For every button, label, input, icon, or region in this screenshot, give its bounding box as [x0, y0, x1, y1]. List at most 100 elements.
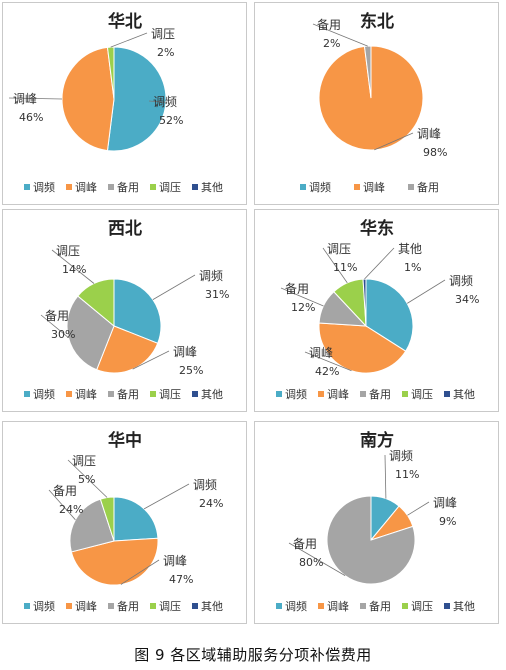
- slice-label: 调频: [389, 449, 413, 463]
- legend-label: 备用: [117, 387, 139, 401]
- slice-label: 备用: [45, 309, 69, 323]
- chart-title: 西北: [108, 219, 142, 239]
- legend-label: 调峰: [363, 181, 385, 194]
- slice-percent: 25%: [179, 364, 203, 377]
- slice-label: 调频: [449, 274, 473, 288]
- legend-label: 调频: [285, 387, 307, 401]
- leader-line: [406, 279, 446, 304]
- legend-swatch: [360, 603, 366, 609]
- chart-title: 华中: [108, 430, 142, 451]
- slice-label: 备用: [53, 484, 77, 498]
- leader-line: [280, 287, 324, 307]
- slice-percent: 2%: [323, 37, 340, 50]
- leader-line: [48, 489, 76, 521]
- slice-percent: 47%: [169, 573, 193, 586]
- slice-label: 调频: [193, 478, 217, 492]
- slice-label: 调压: [72, 454, 96, 468]
- leader-line: [304, 351, 352, 372]
- legend-label: 调压: [159, 388, 181, 401]
- legend-swatch: [108, 391, 114, 397]
- legend-swatch: [150, 184, 156, 190]
- leader-line: [40, 314, 69, 339]
- leader-line: [110, 32, 148, 48]
- legend-label: 备用: [117, 180, 139, 194]
- legend-swatch: [318, 391, 324, 397]
- legend-swatch: [408, 184, 414, 190]
- slice-label: 调压: [327, 242, 351, 256]
- leader-line: [143, 483, 190, 510]
- legend-label: 调压: [159, 600, 181, 613]
- legend-swatch: [192, 391, 198, 397]
- legend-swatch: [150, 603, 156, 609]
- leader-line: [67, 459, 108, 498]
- slice-percent: 2%: [157, 46, 174, 59]
- legend-swatch: [24, 184, 30, 190]
- legend-label: 其他: [453, 600, 475, 613]
- legend-swatch: [354, 184, 360, 190]
- legend-label: 调频: [33, 180, 55, 194]
- leader-line: [8, 97, 63, 100]
- legend-label: 备用: [369, 599, 391, 613]
- chart-panel-4: 华东 调频 34% 调峰 42% 备用 12% 调压 11% 其他 1% 调频 调峰 备用 调压 其他: [254, 209, 499, 412]
- slice-percent: 11%: [333, 261, 357, 274]
- legend-swatch: [318, 603, 324, 609]
- slice-percent: 80%: [299, 556, 323, 569]
- legend-swatch: [24, 391, 30, 397]
- legend-swatch: [66, 184, 72, 190]
- slice-percent: 9%: [439, 515, 456, 528]
- slice-percent: 24%: [199, 497, 223, 510]
- legend-label: 调频: [285, 599, 307, 613]
- slice-percent: 11%: [395, 468, 419, 481]
- slice-percent: 30%: [51, 328, 75, 341]
- slice-percent: 12%: [291, 301, 315, 314]
- legend-swatch: [192, 184, 198, 190]
- slice-label: 备用: [293, 537, 317, 551]
- slice-percent: 42%: [315, 365, 339, 378]
- legend-label: 备用: [369, 387, 391, 401]
- leader-line: [120, 559, 160, 585]
- legend-label: 调压: [159, 181, 181, 194]
- legend-swatch: [360, 391, 366, 397]
- slice-label: 调峰: [13, 92, 37, 106]
- pie-slice-备用: [363, 45, 372, 99]
- slice-label: 备用: [285, 282, 309, 296]
- legend-swatch: [402, 603, 408, 609]
- legend-swatch: [192, 603, 198, 609]
- slice-label: 调压: [56, 244, 80, 258]
- slice-percent: 5%: [78, 473, 95, 486]
- leader-line: [288, 542, 346, 576]
- legend-label: 调压: [411, 600, 433, 613]
- slice-label: 调峰: [433, 496, 457, 510]
- leader-line: [152, 274, 196, 300]
- legend-swatch: [300, 184, 306, 190]
- slice-label: 调峰: [417, 127, 441, 141]
- legend-swatch: [24, 603, 30, 609]
- slice-percent: 14%: [62, 263, 86, 276]
- legend-swatch: [66, 603, 72, 609]
- pie-slice-调峰: [61, 46, 115, 152]
- legend-swatch: [444, 391, 450, 397]
- slice-label: 调压: [151, 27, 175, 41]
- slice-percent: 24%: [59, 503, 83, 516]
- slice-percent: 46%: [19, 111, 43, 124]
- chart-title: 华北: [108, 11, 142, 32]
- slice-label: 调峰: [309, 346, 333, 360]
- chart-panel-2: 东北 调峰 98% 备用 2% 调频 调峰 备用: [254, 2, 499, 205]
- leader-line: [148, 100, 166, 103]
- leader-line: [312, 23, 368, 47]
- slice-percent: 52%: [159, 114, 183, 127]
- leader-line: [132, 350, 170, 370]
- legend-label: 备用: [417, 180, 439, 194]
- slice-label: 调频: [199, 269, 223, 283]
- legend-swatch: [276, 391, 282, 397]
- legend-swatch: [66, 391, 72, 397]
- legend-label: 调峰: [327, 388, 349, 401]
- legend-label: 其他: [201, 181, 223, 194]
- legend-label: 备用: [117, 599, 139, 613]
- leader-line: [407, 501, 430, 516]
- legend-label: 调频: [309, 180, 331, 194]
